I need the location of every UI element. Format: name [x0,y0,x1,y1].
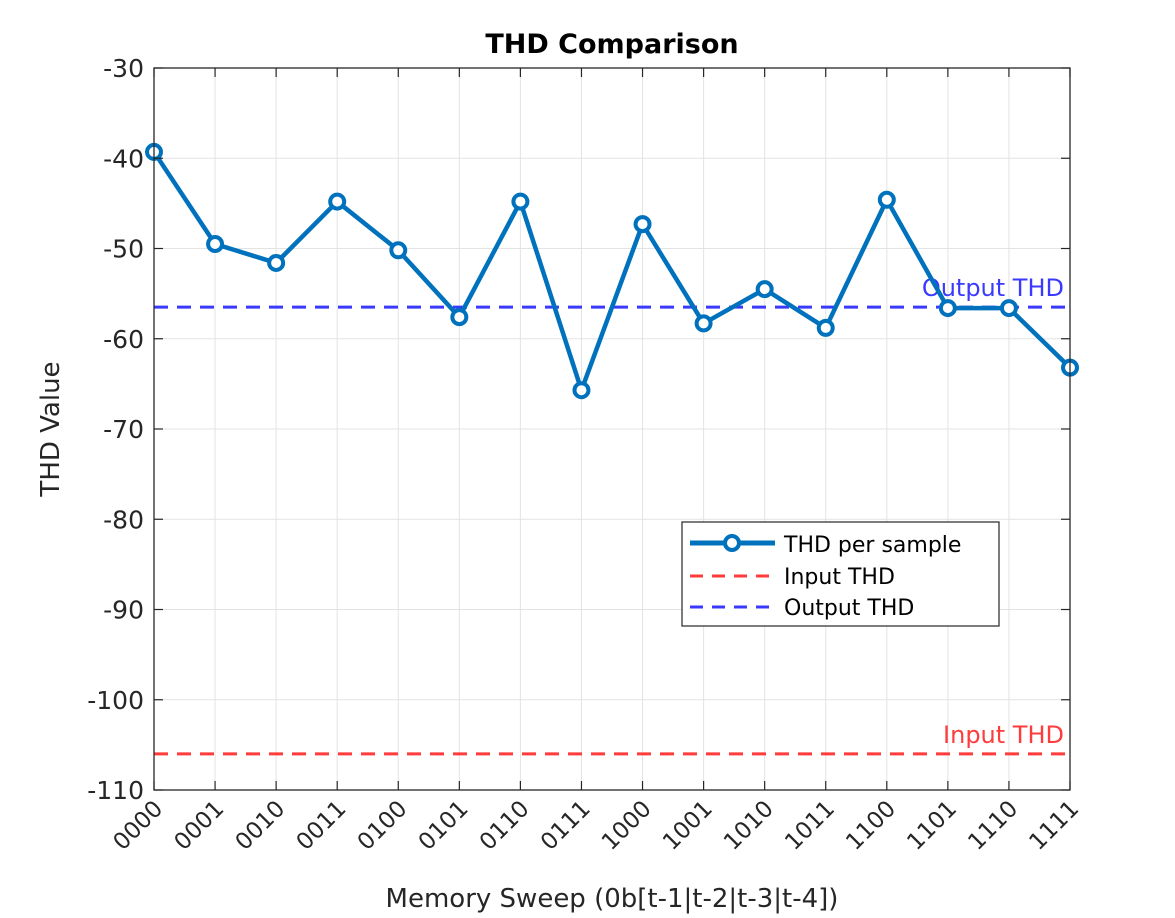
data-point [938,299,957,318]
data-point [572,381,591,400]
data-point [816,318,835,337]
y-tick-label: -40 [103,144,144,173]
data-point [755,280,774,299]
legend-label-input-thd: Input THD [784,565,895,590]
y-tick-label: -70 [103,415,144,444]
data-point [206,234,225,253]
y-tick-label: -80 [103,505,144,534]
data-point [267,253,286,272]
data-point [389,241,408,260]
legend-label-thd-per-sample: THD per sample [783,533,961,558]
ref-line-label-output-thd: Output THD [922,274,1064,302]
y-tick-label: -110 [87,776,144,805]
series-line-thd-per-sample [152,150,1072,393]
y-ticks: -30 -40 -50 -60 -70 -80 -90 -100 -110 [87,54,1070,805]
reference-lines: Input THD Output THD [154,274,1070,756]
y-tick-label: -60 [103,325,144,354]
y-tick-label: -30 [103,54,144,83]
x-axis-label: Memory Sweep (0b[t-1|t-2|t-3|t-4]) [386,884,839,914]
data-point [999,299,1018,318]
y-tick-label: -90 [103,596,144,625]
data-point [450,308,469,327]
data-point [877,190,896,209]
data-point [511,192,530,211]
legend: THD per sample Input THD Output THD [681,521,1000,627]
legend-marker-thd-per-sample [723,534,741,552]
ref-line-label-input-thd: Input THD [943,721,1064,749]
y-tick-label: -100 [87,686,144,715]
data-point [694,314,713,333]
data-point [328,192,347,211]
legend-label-output-thd: Output THD [784,596,914,621]
chart-title: THD Comparison [485,29,738,60]
y-tick-label: -50 [103,235,144,264]
series-layer [145,142,1079,400]
data-point [633,215,652,234]
y-axis-label: THD Value [36,361,66,497]
